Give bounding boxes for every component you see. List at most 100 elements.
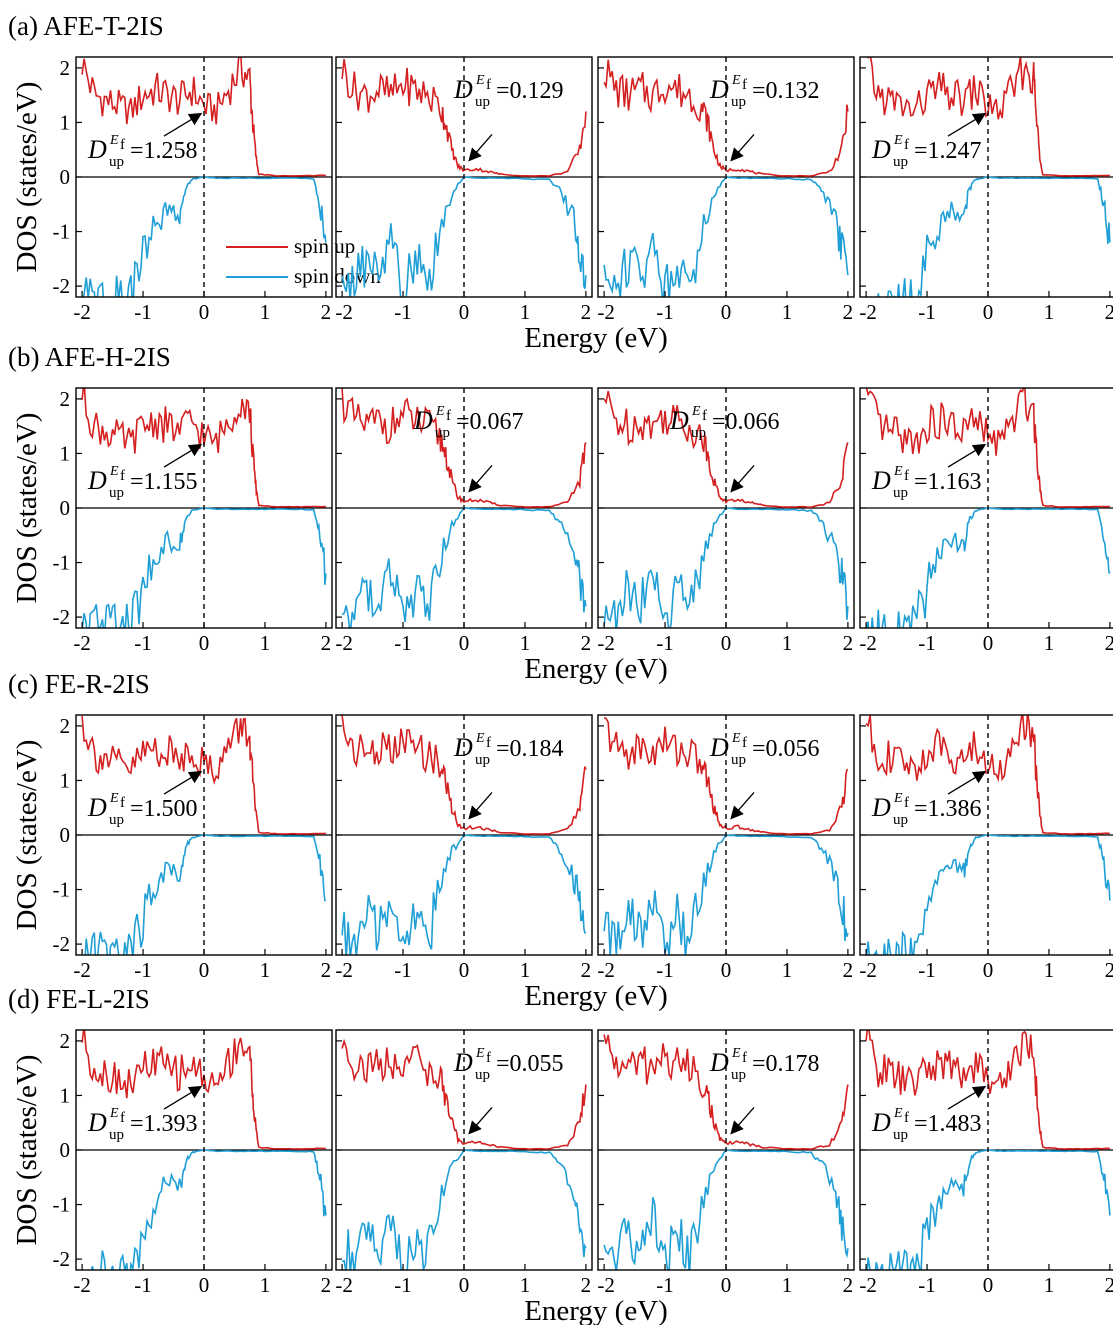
x-tick-label: 2 — [843, 958, 854, 982]
annotation-arrow — [468, 792, 493, 820]
x-tick-label: -1 — [918, 300, 936, 324]
y-tick-label: 0 — [60, 823, 71, 847]
annotation-arrow — [947, 112, 987, 137]
x-tick-label: 0 — [721, 631, 732, 655]
spin-up-line — [81, 1030, 326, 1150]
x-tick-label: -1 — [918, 631, 936, 655]
x-tick-label: -1 — [134, 631, 152, 655]
x-tick-label: 1 — [782, 958, 793, 982]
annotation-superscript: E — [893, 133, 903, 148]
spin-up-line — [603, 717, 849, 835]
x-axis-label: Energy (eV) — [524, 653, 668, 685]
annotation-superscript-sub: f — [446, 408, 451, 424]
x-tick-label: -2 — [597, 958, 615, 982]
annotation-superscript: E — [475, 73, 485, 88]
annotation-superscript: E — [893, 1106, 903, 1121]
annotation-subscript: up — [731, 752, 746, 768]
annotation-superscript-sub: f — [702, 408, 707, 424]
x-tick-label: 0 — [983, 631, 994, 655]
annotation-value: =0.129 — [496, 78, 564, 104]
x-tick-label: 2 — [1105, 958, 1113, 982]
annotation-value: =0.132 — [752, 78, 820, 104]
annotation-superscript-sub: f — [904, 795, 909, 811]
x-tick-label: 1 — [782, 300, 793, 324]
y-tick-label: -1 — [53, 551, 71, 575]
annotation-value: =0.184 — [496, 736, 564, 762]
x-tick-label: 1 — [1044, 1273, 1055, 1297]
annotation-symbol: D — [453, 733, 473, 762]
x-tick-label: 2 — [321, 631, 332, 655]
x-tick-label: -2 — [73, 631, 91, 655]
x-tick-label: -2 — [73, 1273, 91, 1297]
annotation-superscript: E — [731, 73, 741, 88]
annotation-superscript: E — [893, 464, 903, 479]
y-tick-label: 2 — [60, 714, 71, 738]
x-tick-label: 2 — [581, 631, 592, 655]
x-tick-label: 0 — [459, 631, 470, 655]
y-tick-label: -1 — [53, 1193, 71, 1217]
x-tick-label: 2 — [1105, 300, 1113, 324]
y-tick-label: 0 — [60, 496, 71, 520]
y-tick-label: -1 — [53, 220, 71, 244]
group-label: (a) AFE-T-2IS — [8, 11, 164, 41]
spin-up-line — [341, 58, 587, 177]
y-tick-label: 1 — [60, 441, 71, 465]
y-tick-label: 0 — [60, 165, 71, 189]
spin-down-line — [90, 1149, 327, 1270]
spin-up-line — [341, 1038, 587, 1151]
x-tick-label: 2 — [321, 1273, 332, 1297]
annotation-value: =1.247 — [914, 138, 982, 164]
annotation-superscript: E — [731, 1046, 741, 1061]
annotation-arrow — [947, 770, 987, 795]
x-tick-label: -1 — [918, 1273, 936, 1297]
annotation-value: =0.178 — [752, 1051, 820, 1077]
annotation-subscript: up — [731, 1067, 746, 1083]
annotation-arrow — [730, 134, 755, 162]
annotation-symbol: D — [669, 406, 689, 435]
annotation-subscript: up — [109, 812, 124, 828]
spin-down-line — [84, 834, 326, 955]
annotation-value: =0.066 — [712, 409, 780, 435]
x-tick-label: -2 — [859, 958, 877, 982]
x-axis-label: Energy (eV) — [524, 322, 668, 354]
annotation-superscript-sub: f — [742, 77, 747, 93]
annotation-symbol: D — [709, 733, 729, 762]
spin-up-line — [865, 388, 1110, 508]
annotation-value: =1.483 — [914, 1111, 982, 1137]
spin-down-line — [603, 834, 849, 955]
x-tick-label: -1 — [394, 1273, 412, 1297]
annotation-subscript: up — [731, 94, 746, 110]
spin-up-line — [603, 59, 849, 177]
x-tick-label: -1 — [656, 958, 674, 982]
annotation-superscript: E — [435, 404, 445, 419]
x-tick-label: -1 — [656, 631, 674, 655]
annotation-superscript-sub: f — [904, 1110, 909, 1126]
annotation-symbol: D — [413, 406, 433, 435]
y-tick-label: 2 — [60, 56, 71, 80]
annotation-arrow — [947, 443, 987, 468]
y-tick-label: 1 — [60, 768, 71, 792]
annotation-superscript: E — [475, 1046, 485, 1061]
annotation-superscript: E — [109, 791, 119, 806]
annotation-subscript: up — [475, 94, 490, 110]
annotation-value: =1.155 — [130, 469, 198, 495]
x-tick-label: 2 — [321, 300, 332, 324]
spin-down-line — [865, 507, 1111, 628]
annotation-arrow — [730, 1107, 755, 1135]
annotation-value: =1.386 — [914, 796, 982, 822]
annotation-subscript: up — [893, 812, 908, 828]
x-tick-label: 0 — [721, 1273, 732, 1297]
annotation-value: =1.163 — [914, 469, 982, 495]
x-tick-label: -1 — [134, 300, 152, 324]
annotation-superscript-sub: f — [120, 1110, 125, 1126]
